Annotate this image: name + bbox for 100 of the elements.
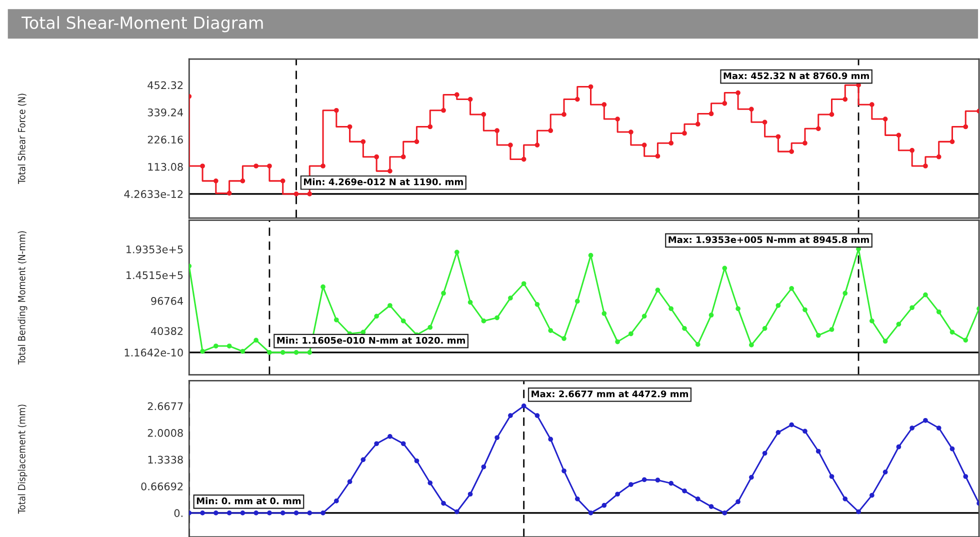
y-tick-label: 113.08 [148, 162, 183, 171]
point [896, 322, 902, 327]
y-tick-label: 0. [174, 509, 182, 518]
point [668, 306, 674, 312]
point [802, 140, 808, 146]
point [400, 154, 406, 160]
point [588, 252, 594, 258]
point [695, 342, 700, 347]
point [521, 404, 526, 408]
point [414, 139, 420, 144]
point [441, 290, 446, 296]
point [748, 106, 754, 112]
point [481, 318, 486, 324]
point [454, 250, 460, 255]
point [534, 413, 540, 418]
y-axis-title: Total Displacement (mm) [18, 404, 28, 514]
point [708, 504, 714, 509]
y-tick-label: 452.32 [148, 81, 183, 90]
point [736, 306, 740, 312]
point [240, 348, 246, 354]
point [454, 509, 460, 514]
annotation: Max: 1.9353e+005 N-mm at 8945.8 mm [668, 236, 869, 244]
point [414, 458, 420, 464]
point [347, 124, 352, 130]
point [816, 332, 821, 338]
point [963, 124, 968, 130]
y-tick-label: 2.0008 [148, 429, 183, 437]
point [762, 120, 768, 125]
point [896, 444, 902, 450]
point [267, 510, 272, 516]
point [280, 350, 286, 355]
point [280, 178, 286, 184]
point [882, 116, 888, 122]
y-tick-label: 96764 [151, 297, 183, 305]
point [910, 148, 915, 153]
point [374, 314, 379, 319]
point [963, 474, 968, 479]
point [534, 142, 540, 148]
point [494, 435, 500, 440]
point [762, 326, 768, 331]
y-tick-label: 1.9353e+5 [126, 245, 183, 254]
point [334, 498, 339, 504]
point [615, 492, 620, 497]
point [254, 510, 259, 516]
point [856, 509, 861, 514]
point [882, 338, 888, 344]
point [441, 108, 446, 113]
y-tick-label: 1.3338 [148, 456, 183, 464]
y-axis-title: Total Bending Moment (N-mm) [18, 231, 28, 364]
point [842, 290, 848, 296]
y-axis-title: Total Shear Force (N) [18, 94, 26, 184]
point [722, 100, 728, 106]
point [896, 132, 902, 138]
point [789, 286, 794, 291]
point [428, 480, 433, 486]
point [869, 102, 874, 108]
y-tick-label: 1.1642e-10 [124, 348, 183, 357]
point [842, 496, 848, 502]
y-tick-label: 339.24 [148, 108, 183, 116]
point [762, 450, 768, 456]
point [213, 344, 218, 348]
point [294, 350, 299, 355]
point [816, 448, 821, 454]
point [963, 338, 968, 343]
point [521, 281, 526, 286]
point [307, 192, 312, 196]
point [428, 324, 433, 330]
point [347, 479, 352, 484]
point [642, 314, 647, 319]
point [816, 126, 821, 132]
point [682, 326, 687, 331]
point [708, 111, 714, 116]
point [400, 441, 406, 446]
point [374, 441, 379, 446]
point [869, 492, 874, 498]
point [548, 436, 554, 442]
point [494, 315, 500, 320]
point [508, 142, 513, 148]
point [294, 192, 299, 196]
point [454, 92, 460, 98]
point [628, 482, 634, 487]
point [936, 154, 942, 160]
point [240, 178, 246, 184]
point [695, 122, 700, 127]
point [481, 112, 486, 117]
y-tick-label: 0.66692 [141, 482, 183, 490]
point [910, 305, 915, 310]
point [776, 134, 781, 140]
point [254, 164, 259, 168]
point [334, 108, 339, 113]
point [494, 128, 500, 134]
point [748, 474, 754, 480]
point [534, 302, 540, 307]
point [668, 140, 674, 146]
point [602, 502, 607, 508]
point [936, 309, 942, 314]
point [508, 296, 513, 300]
point [200, 348, 205, 354]
point [736, 90, 740, 96]
point [829, 474, 834, 479]
